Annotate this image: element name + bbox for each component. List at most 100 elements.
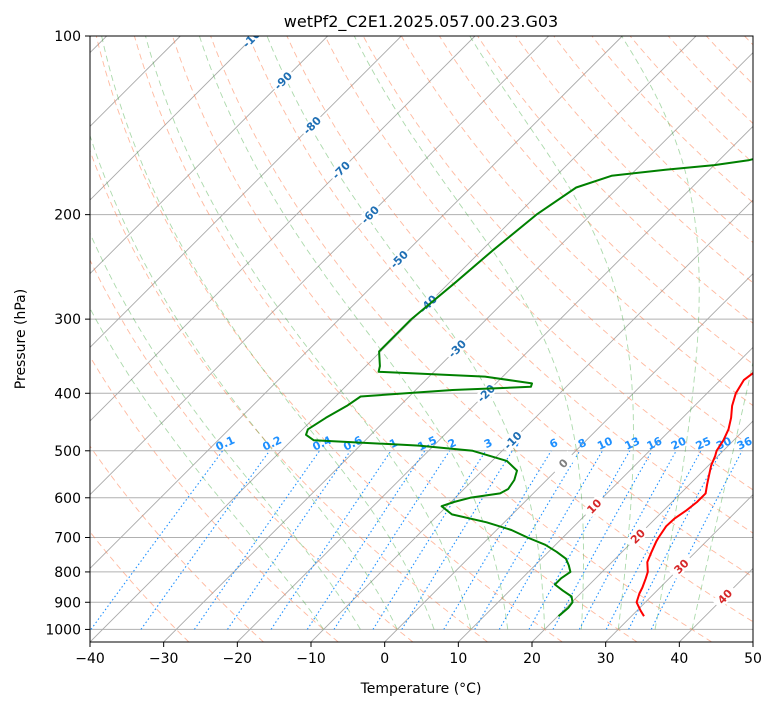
x-tick-label: −40 (75, 651, 105, 667)
moist-adiabat-line (101, 36, 435, 630)
mixing-ratio-line (552, 450, 653, 630)
dry-adiabat-line (95, 36, 563, 642)
x-tick-label: 10 (449, 651, 467, 667)
x-tick-label: 30 (597, 651, 615, 667)
y-tick-label: 300 (54, 312, 81, 328)
isotherm-label-bg (712, 583, 738, 610)
mixing-ratio-line (498, 450, 603, 630)
chart-title: wetPf2_C2E1.2025.057.00.23.G03 (284, 12, 558, 32)
isotherm-label-bg (500, 427, 526, 453)
isotherm-label-bg (668, 553, 694, 580)
dry-adiabat-line (248, 36, 753, 578)
isotherm-line (458, 346, 753, 642)
y-tick-label: 700 (54, 531, 81, 547)
dry-adiabat-line (515, 36, 753, 284)
y-tick-label: 100 (54, 29, 81, 45)
x-tick-label: 0 (380, 651, 389, 667)
mixing-ratio-line (650, 450, 743, 630)
isotherm-label-bg (581, 493, 607, 519)
isotherm-line (605, 494, 753, 642)
dry-adiabat-line (90, 445, 264, 642)
isotherm-line (90, 36, 255, 201)
isotherm-line (310, 199, 753, 642)
x-tick-label: 50 (744, 651, 762, 667)
mixing-ratio-label: 6 (548, 436, 561, 451)
x-axis: −40 −30 −20 −10 0 10 20 30 40 50 (75, 642, 762, 667)
isotherm-line (237, 125, 753, 642)
moist-adiabat-line (90, 134, 398, 630)
mixing-ratio-line (333, 450, 451, 630)
mixing-ratio-label: 3 (482, 436, 494, 451)
chart-grid (90, 36, 753, 642)
mixing-ratio-line (474, 450, 581, 630)
mixing-ratio-line (270, 450, 392, 630)
dry-adiabat-line (210, 36, 753, 623)
dry-adiabat-line (477, 36, 753, 324)
mixing-ratio-label: 25 (694, 434, 713, 452)
dry-adiabat-line (172, 36, 712, 642)
moist-adiabat-line (198, 36, 509, 630)
mixing-ratio-label: 36 (735, 434, 755, 452)
y-tick-label: 900 (54, 595, 81, 611)
moist-adiabat-line (90, 307, 324, 630)
mixing-ratio-label: 20 (669, 434, 689, 452)
dry-adiabat-line (591, 36, 753, 204)
dry-adiabat-line (744, 36, 753, 46)
mixing-ratio-line (372, 450, 487, 630)
isotherm-line (384, 273, 753, 642)
x-tick-label: 20 (523, 651, 541, 667)
mixing-ratio-label: 10 (595, 434, 615, 452)
moist-adiabat-line (621, 36, 700, 630)
isotherm-label-bg (299, 112, 325, 139)
y-tick-label: 500 (54, 444, 81, 460)
isotherm-line (90, 36, 623, 569)
dry-adiabat-line (90, 355, 339, 642)
isotherm-line (752, 641, 753, 642)
mixing-ratio-line (528, 450, 631, 630)
mixing-ratio-label: 13 (623, 434, 642, 452)
x-axis-label: Temperature (°C) (360, 681, 482, 697)
temperature-profile (635, 372, 753, 617)
isotherm-label-bg (550, 450, 577, 477)
isotherm-line (90, 36, 697, 642)
dry-adiabat-line (324, 36, 753, 491)
x-tick-label: −30 (149, 651, 179, 667)
dry-adiabat-line (705, 36, 753, 85)
isotherm-label-bg (444, 335, 470, 362)
y-tick-label: 600 (54, 491, 81, 507)
y-tick-label: 1000 (45, 622, 81, 638)
isotherm-line (90, 36, 402, 348)
moist-adiabat-line (266, 36, 546, 630)
y-axis-label: Pressure (hPa) (13, 289, 29, 389)
moist-adiabat-line (145, 36, 472, 630)
dry-adiabat-line (286, 36, 753, 534)
x-tick-label: −10 (296, 651, 326, 667)
moist-adiabat-line (469, 36, 634, 630)
y-tick-label: 200 (54, 208, 81, 224)
isotherm-label-bg (241, 36, 267, 49)
dry-adiabat-line (553, 36, 753, 244)
mixing-ratio-line (605, 450, 702, 630)
isotherm-line (90, 36, 476, 422)
isotherm-label-bg (473, 380, 499, 407)
mixing-ratio-line (578, 450, 677, 630)
plot-frame (89, 35, 754, 643)
dewpoint-profile (305, 158, 753, 617)
y-tick-label: 800 (54, 565, 81, 581)
isotherm-line (90, 36, 549, 496)
isotherm-label-bg (357, 201, 383, 228)
isotherm-label-bg (270, 67, 296, 94)
isotherm-line (90, 36, 328, 275)
moist-adiabat-line (90, 232, 361, 630)
x-tick-label: −20 (223, 651, 253, 667)
isotherm-label-bg (386, 246, 412, 273)
y-axis: 100 200 300 400 500 600 700 800 900 1000 (45, 29, 90, 638)
moist-adiabat-line (353, 36, 584, 630)
isotherm-line (163, 52, 753, 642)
dry-adiabat-line (90, 259, 414, 642)
moist-adiabat-line (691, 360, 753, 630)
isotherm-label-bg (624, 523, 651, 550)
mixing-ratio-line (90, 450, 224, 630)
x-tick-label: 40 (670, 651, 688, 667)
